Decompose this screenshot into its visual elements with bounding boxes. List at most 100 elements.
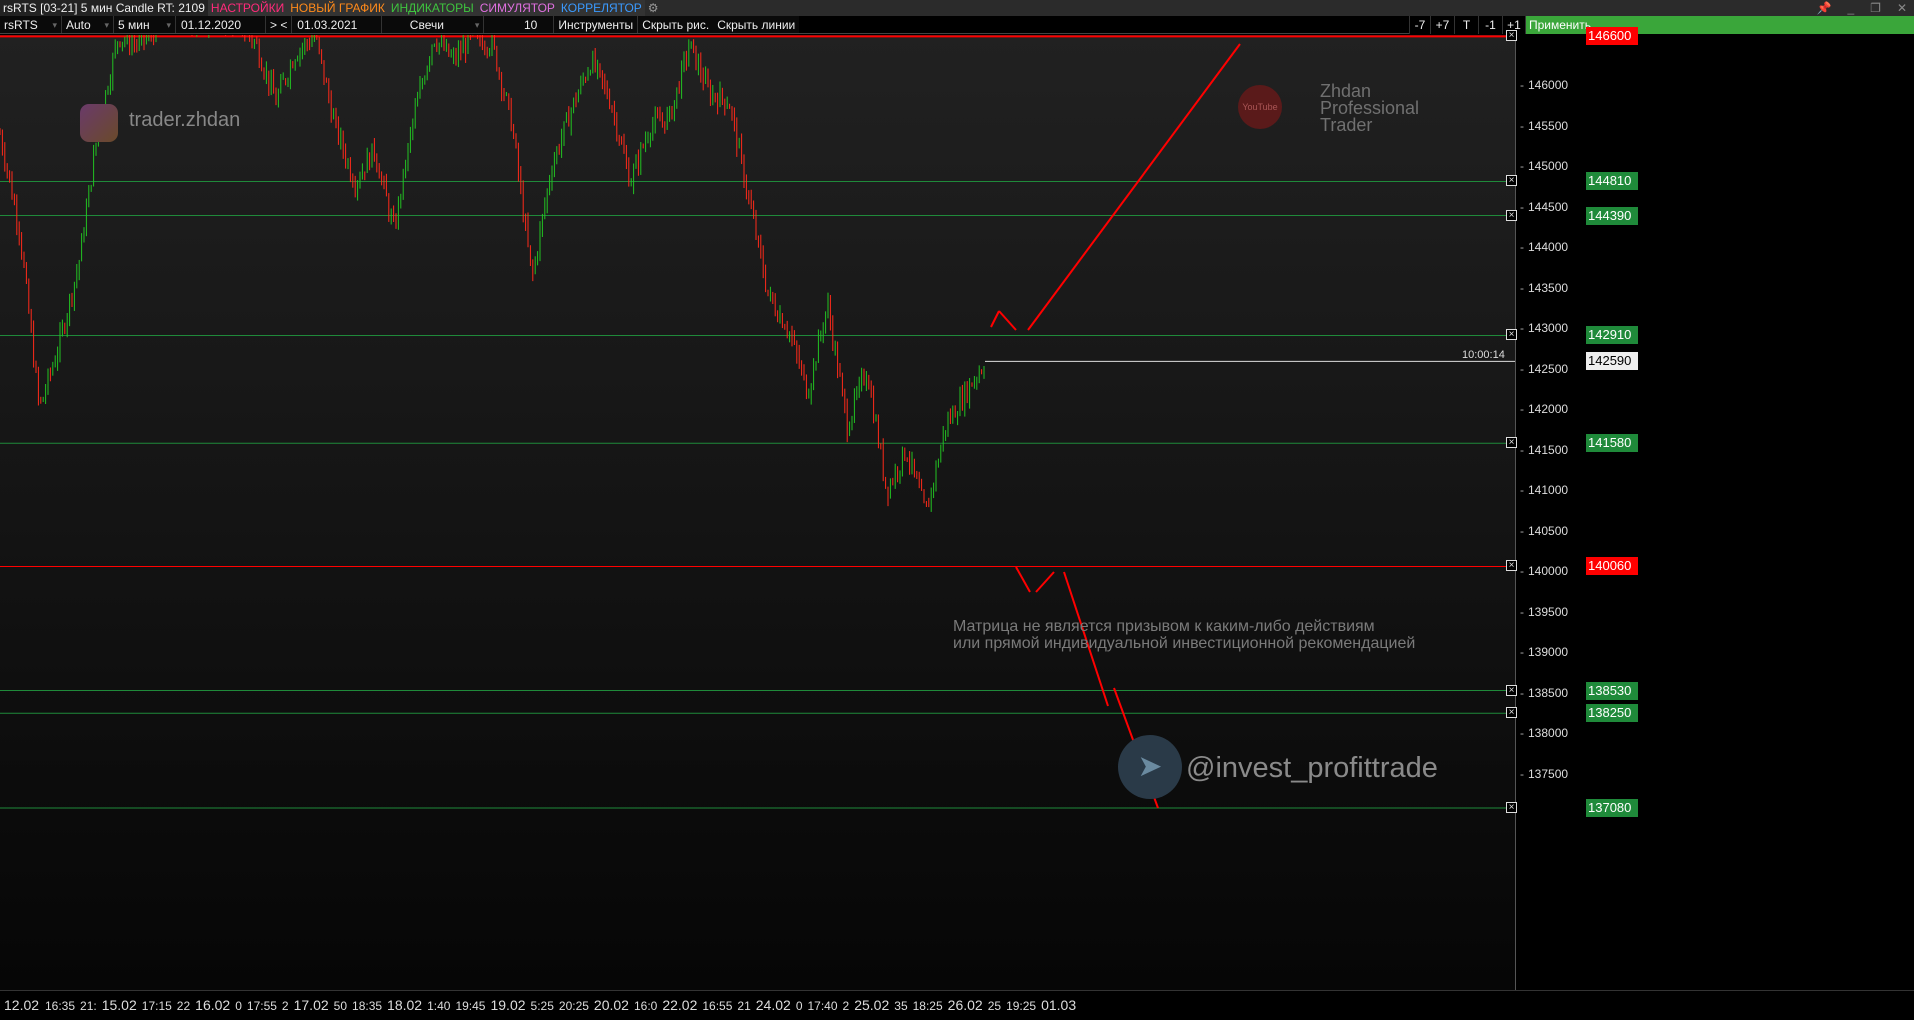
price-tick: 145500 [1520, 119, 1568, 133]
time-tick: 25 [987, 999, 1002, 1013]
plus1-button[interactable]: +1 [1502, 16, 1525, 34]
price-tick: 137500 [1520, 767, 1568, 781]
simulator-menu[interactable]: СИМУЛЯТОР [476, 0, 558, 16]
time-tick: 16:55 [702, 999, 733, 1013]
level-price-label: 144390 [1586, 206, 1638, 225]
instruments-button[interactable]: Инструменты [554, 16, 639, 33]
price-tick: 138000 [1520, 726, 1568, 740]
date-from-input[interactable]: 01.12.2020 [176, 16, 266, 33]
minus1-button[interactable]: -1 [1478, 16, 1502, 34]
price-tick: 144000 [1520, 240, 1568, 254]
trend-line-drawing [1035, 571, 1055, 593]
remove-level-icon[interactable]: × [1506, 30, 1517, 42]
time-tick: 50 [333, 999, 348, 1013]
minimize-icon[interactable]: _ [1847, 1, 1855, 15]
chart-type-select[interactable]: Свечи [382, 16, 485, 33]
time-tick: 16:35 [45, 999, 76, 1013]
time-tick: 18.02 [387, 997, 423, 1013]
time-tick: 12.02 [4, 997, 40, 1013]
trend-line-drawing [1063, 571, 1109, 707]
trend-line-drawing [998, 310, 1017, 331]
count-stepper[interactable]: 10 [484, 16, 555, 33]
price-tick: 141500 [1520, 443, 1568, 457]
remove-level-icon[interactable]: × [1506, 802, 1517, 814]
time-tick: 19:45 [455, 999, 486, 1013]
hide-drawings-button[interactable]: Скрыть рис. [638, 16, 714, 33]
time-tick: 0 [795, 999, 803, 1013]
level-price-label: 146600 [1586, 27, 1638, 46]
settings-menu[interactable]: НАСТРОЙКИ [207, 0, 288, 16]
price-tick: 142500 [1520, 362, 1568, 376]
timeframe-select[interactable]: 5 мин [114, 16, 176, 33]
symbol-select[interactable]: rsRTS [0, 16, 62, 33]
time-tick: 19.02 [490, 997, 526, 1013]
time-tick: 17.02 [293, 997, 329, 1013]
time-tick: 20:25 [558, 999, 589, 1013]
gear-icon[interactable]: ⚙ [647, 1, 659, 15]
level-price-label: 138530 [1586, 681, 1638, 700]
time-tick: 15.02 [101, 997, 137, 1013]
time-tick: 17:40 [807, 999, 838, 1013]
pin-icon[interactable]: 📌 [1816, 1, 1832, 15]
level-price-label: 142910 [1586, 326, 1638, 345]
restore-icon[interactable]: ❐ [1870, 1, 1881, 15]
trend-line-drawing [1015, 566, 1031, 593]
remove-level-icon[interactable]: × [1506, 175, 1517, 187]
hide-lines-button[interactable]: Скрыть линии [713, 16, 800, 33]
level-price-label: 144810 [1586, 172, 1638, 191]
price-tick: 139000 [1520, 645, 1568, 659]
price-tick: 143000 [1520, 321, 1568, 335]
close-icon[interactable]: ✕ [1896, 1, 1907, 15]
level-price-label: 137080 [1586, 799, 1638, 818]
time-tick: 18:35 [352, 999, 383, 1013]
time-tick: 21: [80, 999, 97, 1013]
price-axis[interactable]: 146000 145500 145000 144500 144000 143500 1430… [1515, 27, 1914, 990]
price-tick: 141000 [1520, 483, 1568, 497]
remove-level-icon[interactable]: × [1506, 437, 1517, 449]
time-tick: 35 [894, 999, 908, 1013]
telegram-icon: ➤ [1118, 735, 1182, 799]
new-chart-menu[interactable]: НОВЫЙ ГРАФИК [287, 0, 388, 16]
nav-button[interactable]: > < [266, 16, 293, 33]
scale-select[interactable]: Auto [62, 16, 114, 33]
price-tick: 138500 [1520, 686, 1568, 700]
remove-level-icon[interactable]: × [1506, 209, 1517, 221]
plus7-button[interactable]: +7 [1430, 16, 1454, 34]
price-tick: 145000 [1520, 159, 1568, 173]
remove-level-icon[interactable]: × [1506, 329, 1517, 341]
price-tick: 139500 [1520, 605, 1568, 619]
telegram-handle: @invest_profittrade [1186, 752, 1438, 784]
instagram-handle: trader.zhdan [129, 109, 241, 131]
price-tick: 140000 [1520, 564, 1568, 578]
apply-button[interactable]: Применить [1525, 16, 1914, 34]
toolbar: rsRTS Auto 5 мин 01.12.2020 > < 01.03.20… [0, 16, 1409, 34]
time-tick: 01.03 [1041, 997, 1077, 1013]
date-to-input[interactable]: 01.03.2021 [292, 16, 383, 33]
price-tick: 146000 [1520, 78, 1568, 92]
remove-level-icon[interactable]: × [1506, 707, 1517, 719]
level-price-label: 140060 [1586, 557, 1638, 576]
price-chart[interactable]: trader.zhdan YouTube Zhdan Professional … [0, 35, 1515, 990]
time-axis: 12.02 16:35 21: 15.02 17:15 22 16.02 0 17:55 2 17.… [0, 990, 1914, 1020]
time-tick: 16.02 [195, 997, 231, 1013]
time-tick: 24.02 [755, 997, 791, 1013]
indicators-menu[interactable]: ИНДИКАТОРЫ [387, 0, 477, 16]
minus7-button[interactable]: -7 [1409, 16, 1430, 34]
time-tick: 21 [737, 999, 751, 1013]
correlator-menu[interactable]: КОРРЕЛЯТОР [557, 0, 645, 16]
time-tick: 5:25 [530, 999, 554, 1013]
level-price-label: 141580 [1586, 434, 1638, 453]
time-tick: 20.02 [593, 997, 629, 1013]
remove-level-icon[interactable]: × [1506, 560, 1517, 572]
instagram-icon [80, 104, 118, 142]
price-tick: 140500 [1520, 524, 1568, 538]
price-tick: 144500 [1520, 200, 1568, 214]
window-title: rsRTS [03-21] 5 мин Candle RT: 2109 [0, 0, 208, 16]
title-bar: rsRTS [03-21] 5 мин Candle RT: 2109 НАСТ… [0, 0, 1914, 16]
level-price-label: 138250 [1586, 704, 1638, 723]
price-tick: 143500 [1520, 281, 1568, 295]
trend-line-drawing [1027, 43, 1241, 331]
t-button[interactable]: T [1454, 16, 1478, 34]
remove-level-icon[interactable]: × [1506, 684, 1517, 696]
time-tick: 26.02 [947, 997, 983, 1013]
